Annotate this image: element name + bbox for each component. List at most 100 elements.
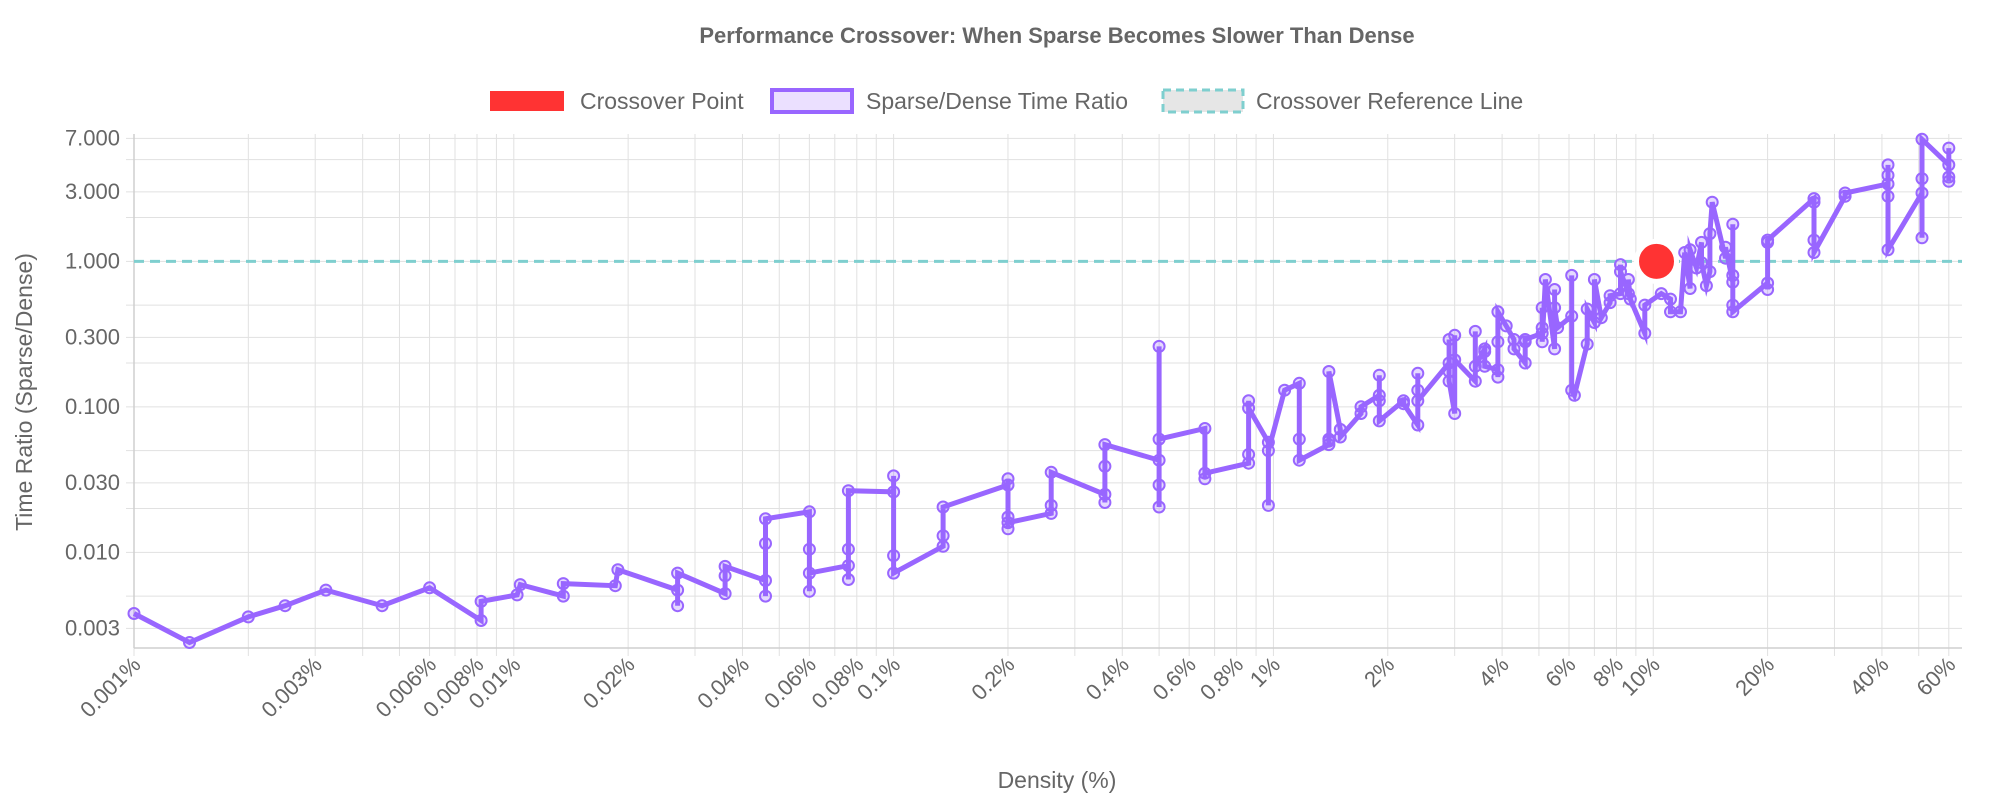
- data-point: [1468, 374, 1482, 388]
- data-point: [1535, 321, 1549, 335]
- data-point: [671, 566, 685, 580]
- data-point: [887, 566, 901, 580]
- data-point: [1152, 453, 1166, 467]
- data-point: [1152, 478, 1166, 492]
- data-point: [1448, 407, 1462, 420]
- data-point: [1468, 359, 1482, 373]
- x-tick-label: 10%: [1616, 652, 1665, 701]
- x-tick-label: 40%: [1845, 652, 1894, 701]
- data-point: [1535, 301, 1549, 315]
- data-point: [841, 573, 855, 586]
- y-tick-label: 1.000: [65, 248, 120, 273]
- data-point: [1292, 432, 1306, 446]
- data-point: [1614, 265, 1627, 279]
- x-tick-label: 0.6%: [1148, 652, 1201, 705]
- data-point: [1242, 456, 1256, 470]
- data-point: [1654, 287, 1668, 301]
- data-point: [1638, 298, 1652, 312]
- data-point: [474, 614, 488, 627]
- data-point: [474, 594, 488, 608]
- data-point: [1242, 448, 1256, 461]
- data-point: [1881, 243, 1895, 257]
- x-tick-label: 0.1%: [852, 652, 905, 705]
- data-point: [718, 569, 732, 583]
- data-point: [759, 589, 772, 603]
- data-point: [1726, 217, 1740, 231]
- data-point: [1594, 311, 1608, 325]
- data-point: [936, 529, 950, 543]
- data-point: [887, 549, 901, 563]
- data-point: [887, 469, 901, 483]
- data-point: [1507, 342, 1521, 356]
- data-point: [1719, 240, 1732, 254]
- data-point: [1683, 282, 1697, 295]
- x-axis-ticks: 0.001% 0.003% 0.006%0.008%0.01% 0.02% 0.04% 0…: [75, 652, 1960, 722]
- data-point: [802, 505, 816, 519]
- x-tick-label: 20%: [1730, 652, 1779, 701]
- data-point: [1674, 305, 1687, 319]
- legend-swatch-reference-line: [1161, 88, 1245, 114]
- data-point: [1942, 174, 1956, 188]
- x-tick-label: 1%: [1245, 652, 1285, 692]
- data-point: [1152, 432, 1166, 446]
- legend-swatch-time-ratio: [770, 88, 854, 114]
- x-tick-label: 4%: [1473, 652, 1513, 692]
- data-point: [841, 484, 855, 498]
- data-point: [1538, 273, 1552, 286]
- data-point: [1915, 186, 1929, 200]
- data-point: [1518, 333, 1532, 346]
- data-point: [1152, 339, 1166, 353]
- data-point: [1535, 335, 1549, 349]
- data-point: [1411, 383, 1425, 397]
- data-point: [1761, 233, 1775, 247]
- y-axis-ticks: 0.003 0.010 0.030 0.100 0.300 1.000 3.000 7.000: [65, 125, 120, 640]
- series-layer: [127, 132, 1956, 649]
- y-tick-label: 3.000: [65, 179, 120, 204]
- grid-lines: [126, 134, 1962, 656]
- data-point: [1838, 186, 1852, 200]
- data-point: [1548, 301, 1562, 315]
- data-point: [1638, 326, 1652, 340]
- data-point: [1098, 438, 1112, 452]
- data-point: [1372, 368, 1386, 382]
- data-point: [1278, 383, 1292, 397]
- data-point: [1152, 500, 1166, 514]
- y-tick-label: 0.100: [65, 394, 120, 419]
- crossover-point-marker: [1634, 238, 1680, 284]
- data-point: [1726, 305, 1740, 319]
- data-point: [556, 589, 570, 603]
- data-point: [1551, 321, 1565, 335]
- data-point: [1621, 273, 1635, 286]
- data-point: [127, 607, 141, 620]
- data-point: [759, 512, 772, 526]
- legend: Crossover Point Sparse/Dense Time Ratio Cr…: [490, 88, 1523, 114]
- data-point: [1292, 453, 1306, 467]
- x-tick-label: 60%: [1912, 652, 1961, 701]
- data-point: [1761, 283, 1775, 296]
- data-point: [1587, 273, 1601, 286]
- legend-label: Sparse/Dense Time Ratio: [866, 88, 1128, 114]
- data-point: [718, 587, 732, 601]
- series-line-sparse-dense-ratio: [132, 133, 1952, 646]
- y-tick-label: 7.000: [65, 125, 120, 150]
- data-point: [241, 610, 255, 624]
- data-point: [1198, 466, 1212, 480]
- data-point: [887, 485, 901, 499]
- x-tick-label: 0.04%: [692, 652, 754, 714]
- data-point: [1448, 353, 1462, 367]
- data-point: [1491, 370, 1505, 384]
- data-point: [183, 636, 196, 649]
- data-point: [1807, 246, 1821, 259]
- data-point: [1198, 422, 1212, 435]
- data-point: [1548, 283, 1562, 296]
- data-point: [1807, 195, 1821, 209]
- data-point: [556, 577, 570, 591]
- data-point: [1354, 400, 1368, 414]
- data-point: [1098, 496, 1112, 509]
- data-point: [1442, 365, 1456, 378]
- data-point: [841, 542, 855, 556]
- x-tick-label: 2%: [1359, 652, 1399, 692]
- data-point: [1881, 189, 1895, 203]
